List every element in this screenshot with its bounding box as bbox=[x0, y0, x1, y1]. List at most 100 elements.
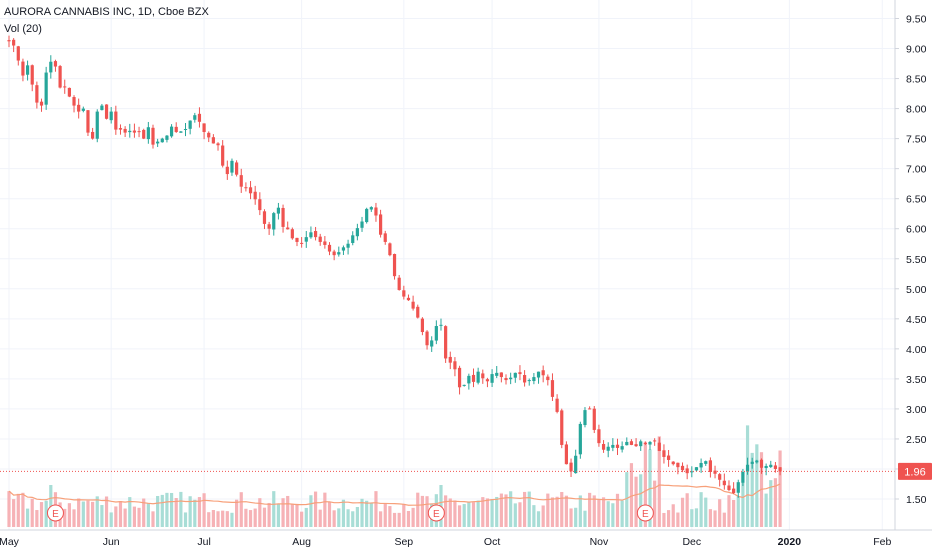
volume-bar bbox=[550, 497, 555, 527]
volume-bar bbox=[671, 504, 675, 527]
candle-body bbox=[332, 251, 336, 256]
earnings-marker[interactable]: E bbox=[46, 504, 64, 522]
candle-body bbox=[100, 105, 104, 111]
candle-body bbox=[30, 65, 34, 85]
price-tick-label: 7.50 bbox=[906, 134, 927, 146]
volume-bar bbox=[764, 493, 768, 527]
volume-bar bbox=[77, 498, 81, 527]
price-axis[interactable] bbox=[895, 0, 932, 530]
candle-body bbox=[425, 331, 429, 346]
volume-bar bbox=[118, 501, 123, 527]
volume-bar bbox=[86, 500, 90, 527]
volume-bar bbox=[281, 498, 285, 527]
price-tick-label: 3.50 bbox=[906, 374, 927, 386]
earnings-marker-label: E bbox=[52, 509, 59, 520]
candle-body bbox=[327, 244, 332, 252]
price-tick-label: 9.50 bbox=[906, 14, 927, 26]
volume-bar bbox=[588, 492, 592, 527]
candle-body bbox=[555, 398, 559, 412]
volume-bar bbox=[476, 500, 480, 527]
earnings-marker[interactable]: E bbox=[427, 504, 445, 522]
symbol-title[interactable]: AURORA CANNABIS INC, 1D, Cboe BZX bbox=[4, 6, 209, 18]
candle-body bbox=[453, 361, 457, 370]
volume-bar bbox=[383, 503, 387, 527]
candle-body bbox=[513, 372, 517, 378]
volume-bar bbox=[313, 491, 318, 527]
volume-bar bbox=[411, 507, 415, 527]
candle-body bbox=[704, 461, 708, 464]
volume-bar bbox=[620, 500, 624, 527]
earnings-marker-label: E bbox=[433, 509, 440, 520]
volume-bar bbox=[360, 498, 364, 527]
time-tick-label: May bbox=[0, 536, 20, 548]
price-tick-label: 8.00 bbox=[906, 104, 927, 116]
earnings-marker-label: E bbox=[642, 509, 649, 520]
volume-bar bbox=[151, 511, 155, 527]
candle-body bbox=[360, 221, 364, 228]
volume-bar bbox=[379, 511, 383, 527]
volume-bar bbox=[718, 499, 722, 527]
volume-bar bbox=[773, 478, 778, 527]
volume-bar bbox=[629, 463, 634, 527]
candle-body bbox=[611, 444, 615, 448]
volume-bar bbox=[420, 495, 425, 527]
volume-bar bbox=[685, 493, 689, 527]
volume-bar bbox=[541, 505, 545, 527]
volume-bar bbox=[169, 492, 174, 527]
candle-body bbox=[146, 127, 150, 140]
volume-bar bbox=[513, 503, 517, 527]
candle-body bbox=[160, 138, 164, 143]
candle-body bbox=[16, 46, 20, 61]
candle-body bbox=[625, 441, 629, 446]
candle-body bbox=[262, 211, 267, 224]
candle-body bbox=[471, 374, 476, 382]
candle-body bbox=[374, 207, 378, 216]
candle-body bbox=[430, 340, 434, 347]
candle-body bbox=[680, 465, 685, 471]
candle-body bbox=[58, 66, 62, 88]
volume-bar bbox=[16, 493, 20, 527]
volume-bar bbox=[216, 511, 220, 527]
volume-bar bbox=[416, 492, 420, 527]
candle-body bbox=[188, 120, 192, 129]
time-tick-label: Jul bbox=[197, 536, 210, 548]
volume-bar bbox=[471, 502, 476, 527]
candle-body bbox=[346, 243, 350, 248]
volume-bar bbox=[592, 495, 596, 527]
candle-body bbox=[773, 465, 778, 469]
volume-bar bbox=[258, 498, 262, 527]
volume-bar bbox=[207, 512, 211, 527]
volume-bar bbox=[560, 491, 564, 527]
volume-bar bbox=[44, 500, 48, 527]
volume-bar bbox=[462, 504, 466, 527]
volume-bar bbox=[690, 509, 694, 527]
candle-body bbox=[72, 97, 76, 106]
candle-body bbox=[290, 229, 294, 239]
candle-body bbox=[179, 131, 183, 133]
candle-body bbox=[207, 132, 211, 138]
earnings-marker[interactable]: E bbox=[636, 504, 654, 522]
volume-bar bbox=[174, 498, 178, 527]
volume-bar bbox=[346, 509, 350, 527]
candle-body bbox=[276, 207, 281, 214]
volume-bar bbox=[142, 498, 146, 527]
price-tick-label: 5.50 bbox=[906, 254, 927, 266]
volume-bar bbox=[555, 496, 559, 527]
time-tick-label: Sep bbox=[394, 536, 413, 548]
volume-indicator-label[interactable]: Vol (20) bbox=[4, 23, 42, 35]
time-axis[interactable] bbox=[0, 530, 932, 550]
grid-lines bbox=[0, 0, 895, 530]
candle-body bbox=[462, 384, 466, 386]
volume-bar bbox=[518, 502, 522, 527]
candle-body bbox=[736, 482, 740, 493]
candle-body bbox=[230, 160, 234, 173]
candle-body bbox=[745, 464, 750, 472]
candle-body bbox=[476, 371, 480, 383]
candle-body bbox=[592, 408, 596, 430]
candle-body bbox=[67, 87, 71, 97]
volume-bar bbox=[722, 512, 726, 527]
volume-bar bbox=[676, 512, 680, 527]
candle-body bbox=[216, 143, 220, 146]
time-tick-label: Nov bbox=[590, 536, 609, 548]
